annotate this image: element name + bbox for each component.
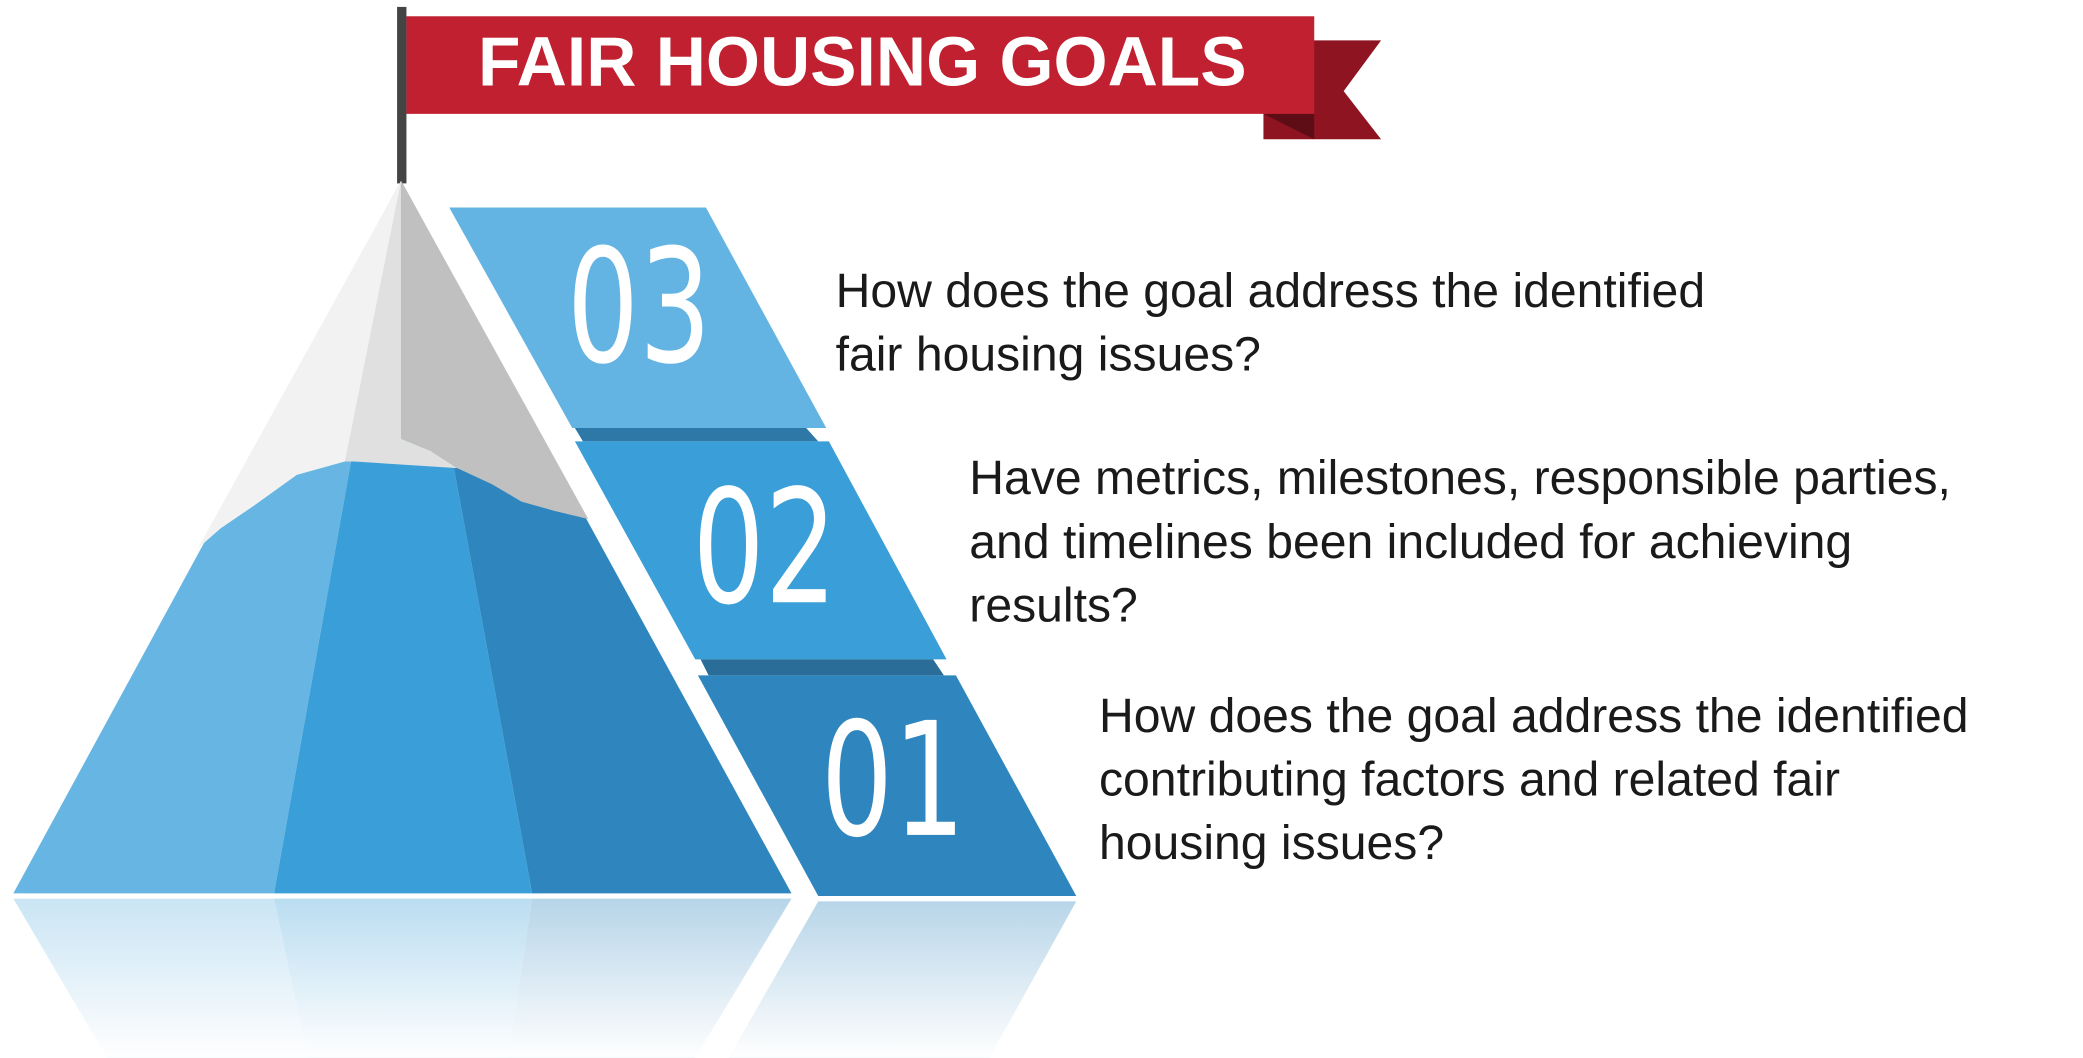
reflection: [0, 895, 1097, 1058]
step-divider: [574, 428, 819, 442]
step-question: results?: [969, 578, 1138, 632]
step-question: How does the goal address the identified: [836, 264, 1705, 318]
step-number: 01: [821, 689, 966, 873]
step-number: 03: [567, 216, 712, 400]
step-number: 02: [692, 456, 837, 640]
step-question: How does the goal address the identified: [1099, 689, 1969, 743]
step-question: housing issues?: [1099, 816, 1444, 870]
step-question: fair housing issues?: [836, 328, 1261, 382]
mountain: [13, 180, 792, 894]
banner-fold: [1263, 113, 1315, 140]
step-question: contributing factors and related fair: [1099, 753, 1840, 807]
title: FAIR HOUSING GOALS: [478, 22, 1247, 100]
flag-pole: [397, 6, 407, 184]
labels: 03 How does the goal address the identifi…: [567, 216, 1969, 873]
step-block: [449, 207, 827, 429]
step-block: [574, 441, 947, 660]
step-question: and timelines been included for achievin…: [969, 515, 1852, 569]
step-question: Have metrics, milestones, responsible pa…: [969, 451, 1951, 505]
banner: [406, 16, 1315, 114]
step-divider: [700, 659, 944, 676]
step-block: [697, 675, 1077, 896]
